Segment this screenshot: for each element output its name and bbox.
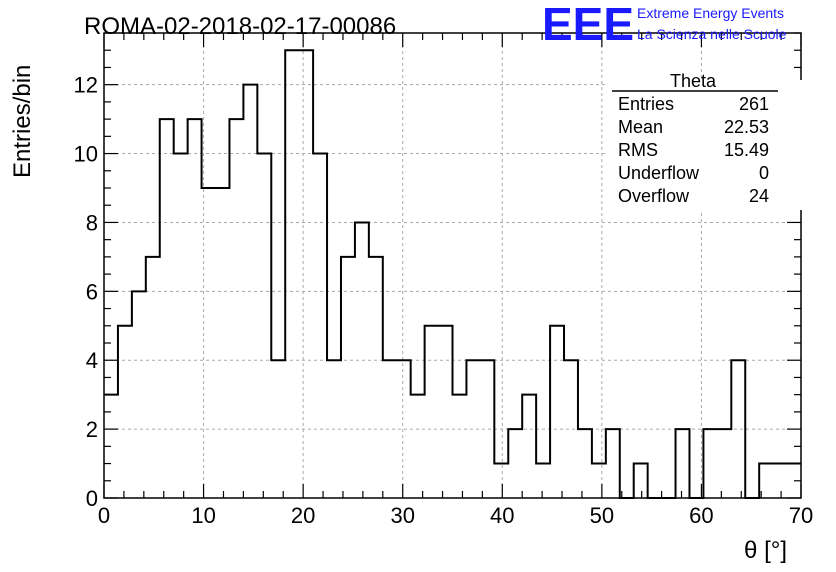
y-tick-label: 8 <box>86 210 98 235</box>
stats-title: Theta <box>670 71 717 91</box>
stats-box: Theta Entries 261 Mean 22.53 RMS 15.49 U… <box>608 71 808 210</box>
x-tick-label: 20 <box>291 503 315 528</box>
y-tick-label: 2 <box>86 417 98 442</box>
eee-logo: EEE <box>542 0 634 50</box>
x-tick-label: 40 <box>490 503 514 528</box>
stats-value-overflow: 24 <box>749 186 769 206</box>
x-tick-label: 50 <box>590 503 614 528</box>
x-tick-label: 70 <box>789 503 813 528</box>
x-tick-label: 0 <box>98 503 110 528</box>
stats-value-underflow: 0 <box>759 163 769 183</box>
stats-label-mean: Mean <box>618 117 663 137</box>
stats-value-entries: 261 <box>739 94 769 114</box>
x-axis-label: θ [°] <box>744 537 787 564</box>
x-tick-label: 30 <box>390 503 414 528</box>
logo-line-2: La Scienza nelle Scuole <box>637 26 787 42</box>
plot-frame <box>103 32 802 499</box>
y-tick-label: 4 <box>86 348 98 373</box>
x-tick-label: 60 <box>689 503 713 528</box>
y-tick-label: 6 <box>86 279 98 304</box>
y-axis-label: Entries/bin <box>9 65 36 178</box>
x-tick-label: 10 <box>191 503 215 528</box>
stats-label-entries: Entries <box>618 94 674 114</box>
stats-label-rms: RMS <box>618 140 658 160</box>
run-title: ROMA-02-2018-02-17-00086 <box>84 13 396 40</box>
logo-line-1: Extreme Energy Events <box>637 5 784 21</box>
stats-value-mean: 22.53 <box>724 117 769 137</box>
y-tick-label: 10 <box>74 142 98 167</box>
y-tick-label: 0 <box>86 486 98 511</box>
y-tick-label: 12 <box>74 73 98 98</box>
stats-value-rms: 15.49 <box>724 140 769 160</box>
stats-label-overflow: Overflow <box>618 186 690 206</box>
stats-label-underflow: Underflow <box>618 163 700 183</box>
